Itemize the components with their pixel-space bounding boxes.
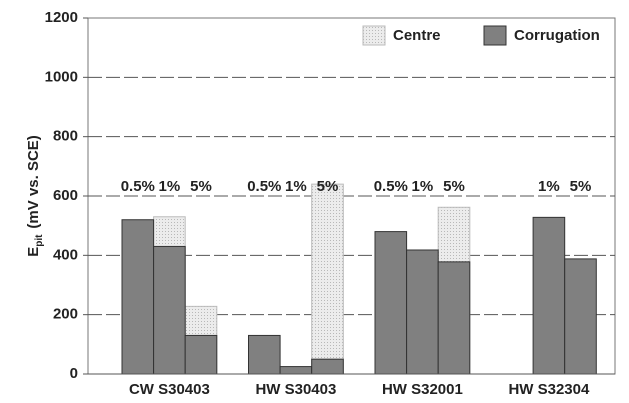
bar [121, 219, 155, 375]
bar-category-label: 0.5% [374, 178, 408, 195]
bar-category-label: 5% [443, 178, 465, 195]
bar-category-label: 0.5% [247, 178, 281, 195]
bar-category-label: 1% [412, 178, 434, 195]
y-tick-label: 200 [53, 306, 78, 323]
y-tick-label: 400 [53, 246, 78, 263]
y-tick-label: 0 [70, 365, 78, 382]
bar-category-label: 5% [190, 178, 212, 195]
bar [437, 261, 471, 375]
bar-category-label: 5% [570, 178, 592, 195]
bar-category-label: 1% [159, 178, 181, 195]
legend-label: Corrugation [514, 27, 600, 44]
group-label: HW S32001 [382, 381, 463, 398]
y-tick-label: 800 [53, 128, 78, 145]
y-label-rest: (mV vs. SCE) [25, 135, 42, 228]
bar [184, 334, 218, 375]
y-tick-label: 600 [53, 187, 78, 204]
group-label: HW S30403 [255, 381, 336, 398]
bar [153, 245, 186, 375]
y-tick-label: 1000 [45, 68, 78, 85]
bar-category-label: 1% [538, 178, 560, 195]
bar [406, 249, 439, 375]
bar [248, 334, 281, 375]
bar [311, 183, 344, 375]
y-tick-label: 1200 [45, 9, 78, 26]
bar [564, 258, 597, 375]
y-label-main: E [25, 247, 42, 257]
bar-category-label: 5% [317, 178, 339, 195]
legend-swatch [483, 25, 507, 46]
bar-category-label: 1% [285, 178, 307, 195]
y-label-sub: pit [34, 234, 45, 247]
group-label: HW S32304 [508, 381, 590, 398]
legend-label: Centre [393, 27, 441, 44]
bar-category-label: 0.5% [121, 178, 155, 195]
bar [532, 216, 566, 375]
group-label: CW S30403 [129, 381, 210, 398]
bar [374, 231, 408, 375]
y-axis-label: Epit (mV vs. SCE) [25, 135, 45, 257]
legend-swatch [362, 25, 386, 46]
bar [311, 358, 344, 375]
bar [279, 366, 313, 375]
